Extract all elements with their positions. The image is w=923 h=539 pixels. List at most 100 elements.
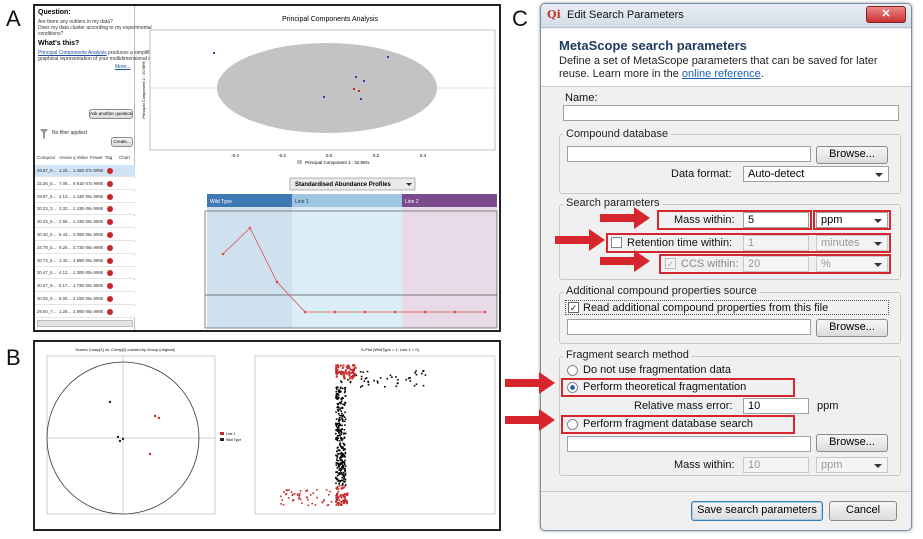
retention-input[interactable]: 1	[743, 235, 809, 251]
table-cell: 1.43E-06	[73, 206, 91, 212]
highlight-box	[561, 415, 795, 434]
radio-selected[interactable]	[567, 382, 578, 393]
s-plot-point	[335, 372, 338, 375]
whats-this: What's this?	[38, 40, 80, 47]
x-tick-label: -0.2	[278, 153, 286, 158]
s-plot-point	[339, 481, 341, 483]
s-plot-point	[339, 464, 341, 466]
s-plot-point	[359, 370, 362, 373]
online-reference-link[interactable]: online reference	[681, 68, 761, 80]
description: graphical representation of your multidi…	[38, 56, 160, 62]
group-label: Line 1	[295, 199, 309, 205]
column-header: Tag	[105, 155, 113, 160]
additional-checkbox[interactable]: ✓	[568, 302, 579, 313]
s-plot-point	[291, 499, 294, 502]
s-plot-point	[338, 483, 340, 485]
s-plot-point	[291, 493, 294, 496]
fragment-mass-unit[interactable]: ppm	[816, 457, 888, 473]
s-plot-point	[391, 376, 393, 378]
table-cell: ≥.9995	[90, 180, 104, 186]
s-plot-point	[351, 368, 354, 371]
retention-checkbox[interactable]	[611, 237, 622, 248]
s-plot-point	[330, 501, 333, 503]
s-plot-point	[341, 415, 343, 417]
tag-icon	[107, 193, 113, 200]
compound-table: Compour Anova q Value Power Tag Chart 29.87_6.…	[35, 153, 135, 319]
cancel-button[interactable]: Cancel	[829, 501, 897, 521]
retention-unit-select[interactable]: minutes	[816, 235, 888, 251]
radio[interactable]	[567, 365, 578, 376]
ccs-unit-select[interactable]: %	[816, 256, 888, 272]
profile-marker	[248, 226, 252, 230]
s-plot-point	[340, 452, 343, 454]
s-plot-point	[344, 459, 346, 462]
s-plot-point	[307, 498, 309, 501]
browse-button[interactable]: Browse...	[816, 319, 888, 337]
help-link[interactable]: Principal Components Analysis	[38, 50, 107, 56]
s-plot-point	[340, 487, 343, 490]
s-plot-point	[341, 463, 343, 466]
s-plot-point	[342, 454, 345, 456]
s-plot-point	[424, 374, 427, 376]
profile-dropdown[interactable]	[289, 177, 416, 191]
s-plot-point	[326, 504, 329, 507]
s-plot-point	[340, 398, 343, 400]
fragment-db-input[interactable]	[567, 436, 811, 452]
s-plot-point	[343, 447, 345, 450]
s-plot-point	[340, 372, 343, 375]
database-input[interactable]	[567, 146, 811, 162]
ask-button[interactable]: Ask another question	[89, 109, 133, 119]
table-cell: 6.43...	[59, 232, 71, 237]
ccs-checkbox[interactable]: ✓	[665, 258, 676, 269]
s-plot-point	[280, 503, 282, 505]
create-button[interactable]: Create...	[111, 137, 133, 147]
s-plot-point	[339, 463, 341, 465]
format-select[interactable]: Auto-detect	[743, 166, 889, 182]
s-plot-point	[376, 380, 379, 383]
s-plot-point	[348, 377, 351, 380]
relative-error-input[interactable]: 10	[743, 398, 809, 414]
profile-marker	[303, 310, 307, 314]
legend-swatch	[297, 160, 302, 164]
mass-unit-select[interactable]: ppm	[816, 212, 888, 228]
s-plot-point	[339, 419, 341, 421]
s-plot-point	[353, 374, 356, 377]
s-plot-point	[339, 456, 341, 459]
ccs-input[interactable]: 20	[743, 256, 809, 272]
mass-input[interactable]: 5	[743, 212, 809, 228]
s-plot-point	[337, 412, 340, 415]
highlight-box	[813, 210, 891, 230]
s-plot-point	[384, 385, 386, 388]
format-label: Data format:	[671, 168, 732, 180]
s-plot-point	[341, 438, 344, 440]
scrollbar[interactable]	[37, 320, 133, 327]
browse-button[interactable]: Browse...	[816, 434, 888, 452]
s-plot-point	[389, 374, 392, 377]
close-button[interactable]: ✕	[866, 6, 906, 23]
s-plot-point	[415, 370, 417, 372]
group-title: Additional compound properties source	[563, 285, 760, 297]
s-plot-point	[337, 390, 340, 393]
profile-marker	[333, 310, 337, 314]
s-plot-point	[340, 455, 343, 457]
profile-marker	[423, 310, 427, 314]
pca-point	[355, 76, 357, 78]
fragment-mass-input[interactable]: 10	[743, 457, 809, 473]
radio[interactable]	[567, 419, 578, 430]
additional-input[interactable]	[567, 319, 811, 335]
s-plot-point	[286, 489, 289, 492]
s-plot-point	[338, 407, 340, 409]
browse-button[interactable]: Browse...	[816, 146, 888, 164]
more-link[interactable]: More...	[115, 64, 131, 70]
arrow	[600, 250, 650, 272]
s-plot-point	[335, 375, 338, 378]
app-icon: Qi	[547, 8, 561, 21]
table-cell: ≥.9995	[90, 168, 104, 173]
save-button[interactable]: Save search parameters	[691, 501, 823, 521]
s-plot-point	[343, 463, 346, 466]
s-plot-point	[339, 485, 341, 487]
s-plot-point	[335, 429, 337, 431]
name-input[interactable]	[563, 105, 899, 121]
s-plot-point	[305, 496, 308, 499]
s-plot-point	[337, 424, 340, 427]
